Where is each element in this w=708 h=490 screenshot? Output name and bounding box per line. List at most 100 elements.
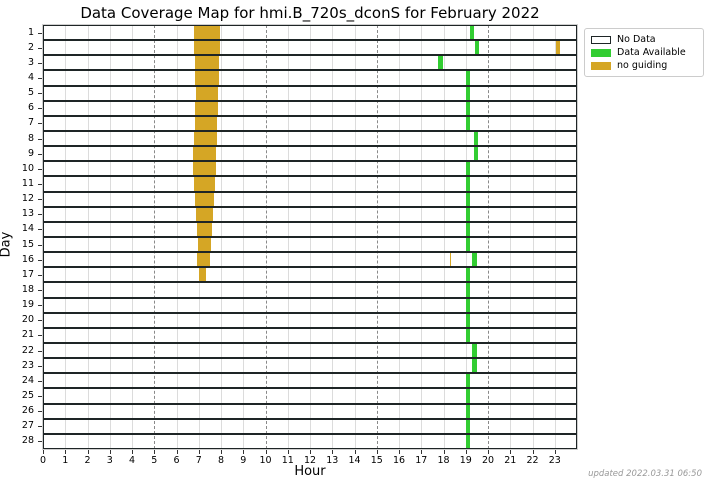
- day-band-5: [43, 85, 577, 101]
- segment-data-available: [471, 358, 477, 374]
- segment-data-available: [465, 433, 471, 449]
- x-tick-label-23: 23: [548, 455, 561, 466]
- y-tick-label-2: 2: [27, 41, 34, 53]
- x-tick-label-20: 20: [481, 455, 495, 466]
- y-tick-mark-14: [38, 229, 42, 231]
- y-tick-mark-16: [38, 259, 42, 261]
- segment-no-guiding: [193, 161, 216, 177]
- day-band-24: [43, 373, 577, 389]
- legend-entry-no-guiding: no guiding: [591, 59, 697, 72]
- x-tick-label-15: 15: [370, 455, 383, 466]
- x-tick-mark-1: [65, 450, 67, 454]
- x-tick-label-7: 7: [195, 455, 202, 466]
- segment-no-guiding: [193, 40, 220, 56]
- x-tick-mark-0: [43, 450, 44, 454]
- y-tick-mark-17: [38, 274, 42, 276]
- segment-no-guiding: [449, 252, 452, 268]
- x-tick-mark-21: [510, 450, 512, 454]
- updated-timestamp: updated 2022.03.31 06:50: [588, 469, 702, 479]
- y-tick-mark-3: [38, 62, 42, 64]
- y-tick-mark-9: [38, 153, 42, 155]
- legend-entry-no-data: No Data: [591, 33, 697, 46]
- y-tick-mark-19: [38, 305, 42, 307]
- x-tick-label-2: 2: [84, 455, 91, 466]
- y-tick-label-26: 26: [21, 405, 34, 417]
- y-tick-label-3: 3: [27, 56, 34, 68]
- day-band-23: [43, 358, 577, 374]
- x-tick-label-18: 18: [437, 455, 450, 466]
- segment-no-guiding: [193, 131, 217, 147]
- day-band-3: [43, 55, 577, 71]
- segment-data-available: [465, 70, 471, 86]
- y-tick-label-6: 6: [27, 102, 34, 114]
- segment-no-guiding: [193, 25, 220, 41]
- x-tick-label-17: 17: [415, 455, 428, 466]
- day-band-21: [43, 327, 577, 343]
- segment-data-available: [437, 55, 443, 71]
- y-tick-label-27: 27: [21, 420, 34, 432]
- segment-data-available: [465, 191, 471, 207]
- x-tick-mark-3: [109, 450, 111, 454]
- day-band-2: [43, 40, 577, 56]
- segment-data-available: [473, 131, 478, 147]
- segment-no-guiding: [198, 267, 206, 283]
- x-tick-mark-17: [421, 450, 423, 454]
- legend-label: Data Available: [617, 47, 686, 58]
- x-tick-mark-9: [243, 450, 245, 454]
- y-tick-label-7: 7: [27, 117, 34, 129]
- x-tick-label-14: 14: [348, 455, 361, 466]
- legend-entry-data-available: Data Available: [591, 46, 697, 59]
- day-band-18: [43, 282, 577, 298]
- segment-data-available: [475, 40, 480, 56]
- segment-data-available: [465, 388, 471, 404]
- x-tick-label-21: 21: [504, 455, 517, 466]
- y-tick-mark-20: [38, 320, 42, 322]
- legend-label: no guiding: [617, 60, 668, 71]
- day-band-22: [43, 343, 577, 359]
- y-tick-mark-10: [38, 168, 42, 170]
- segment-no-guiding: [194, 55, 219, 71]
- y-tick-mark-11: [38, 184, 42, 185]
- segment-data-available: [465, 115, 471, 131]
- segment-no-guiding: [197, 237, 211, 253]
- y-tick-label-12: 12: [21, 193, 34, 205]
- x-tick-label-3: 3: [106, 455, 113, 466]
- x-tick-label-16: 16: [392, 455, 406, 466]
- segment-data-available: [471, 252, 477, 268]
- y-tick-label-10: 10: [21, 162, 34, 174]
- segment-no-guiding: [194, 115, 217, 131]
- x-tick-mark-10: [265, 450, 267, 454]
- x-tick-label-22: 22: [526, 455, 539, 466]
- segment-data-available: [465, 206, 471, 222]
- x-tick-label-19: 19: [459, 455, 472, 466]
- x-tick-label-13: 13: [326, 455, 339, 466]
- y-tick-label-16: 16: [21, 253, 34, 265]
- y-tick-label-14: 14: [21, 223, 34, 235]
- segment-data-available: [465, 221, 471, 237]
- x-tick-mark-19: [465, 450, 467, 454]
- segment-data-available: [465, 282, 471, 298]
- day-band-27: [43, 418, 577, 434]
- y-tick-mark-18: [38, 290, 42, 291]
- y-tick-mark-2: [38, 47, 42, 49]
- segment-data-available: [465, 161, 471, 177]
- day-band-8: [43, 131, 577, 147]
- no-guiding-swatch-icon: [591, 61, 611, 70]
- segment-data-available: [465, 267, 471, 283]
- y-tick-label-8: 8: [27, 132, 34, 144]
- no-data-swatch-icon: [591, 35, 611, 44]
- legend: No Data Data Available no guiding: [584, 28, 704, 77]
- segment-no-guiding: [195, 206, 213, 222]
- segment-no-guiding: [196, 252, 210, 268]
- y-tick-label-9: 9: [27, 147, 34, 159]
- y-tick-mark-1: [38, 32, 42, 34]
- y-tick-mark-15: [38, 244, 42, 246]
- y-tick-mark-5: [38, 93, 42, 95]
- y-tick-mark-24: [38, 380, 42, 382]
- day-band-12: [43, 191, 577, 207]
- segment-data-available: [473, 146, 478, 162]
- y-tick-label-4: 4: [27, 72, 34, 83]
- x-tick-mark-22: [532, 450, 534, 454]
- y-tick-mark-12: [38, 199, 42, 201]
- x-tick-mark-14: [354, 450, 356, 454]
